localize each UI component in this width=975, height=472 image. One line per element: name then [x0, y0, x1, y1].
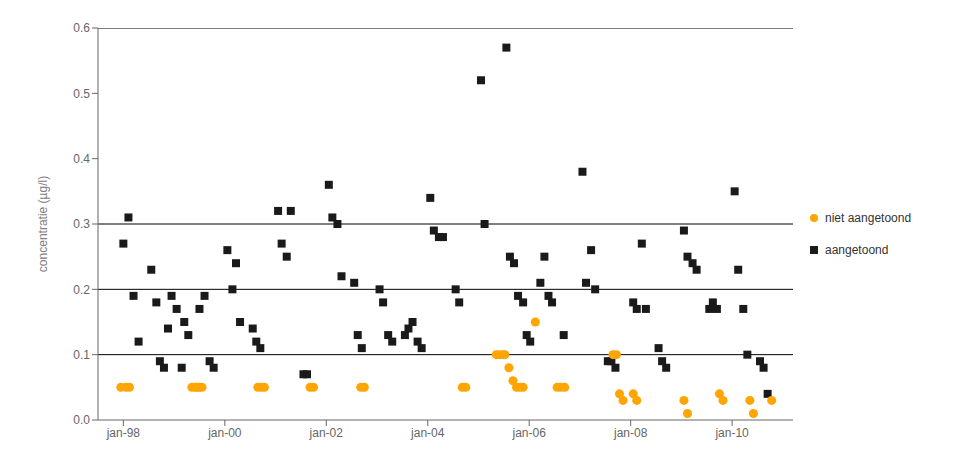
svg-text:jan-06: jan-06	[512, 426, 547, 440]
svg-text:0.3: 0.3	[73, 217, 90, 231]
svg-text:0.5: 0.5	[73, 87, 90, 101]
svg-text:jan-00: jan-00	[207, 426, 242, 440]
svg-text:0.6: 0.6	[73, 21, 90, 35]
html-text:niet aangetoond: niet aangetoond	[825, 211, 912, 225]
svg-text:jan-08: jan-08	[613, 426, 648, 440]
svg-text:0.0: 0.0	[73, 413, 90, 427]
svg-text:0.4: 0.4	[73, 152, 90, 166]
svg-text:0.2: 0.2	[73, 283, 90, 297]
svg-text:0.1: 0.1	[73, 348, 90, 362]
svg-text:jan-02: jan-02	[309, 426, 344, 440]
svg-text:jan-10: jan-10	[714, 426, 749, 440]
svg-text:jan-98: jan-98	[106, 426, 141, 440]
svg-text:jan-04: jan-04	[410, 426, 445, 440]
svg-text:concentratie (µg/l): concentratie (µg/l)	[36, 176, 50, 272]
html-text:aangetoond: aangetoond	[825, 243, 889, 257]
